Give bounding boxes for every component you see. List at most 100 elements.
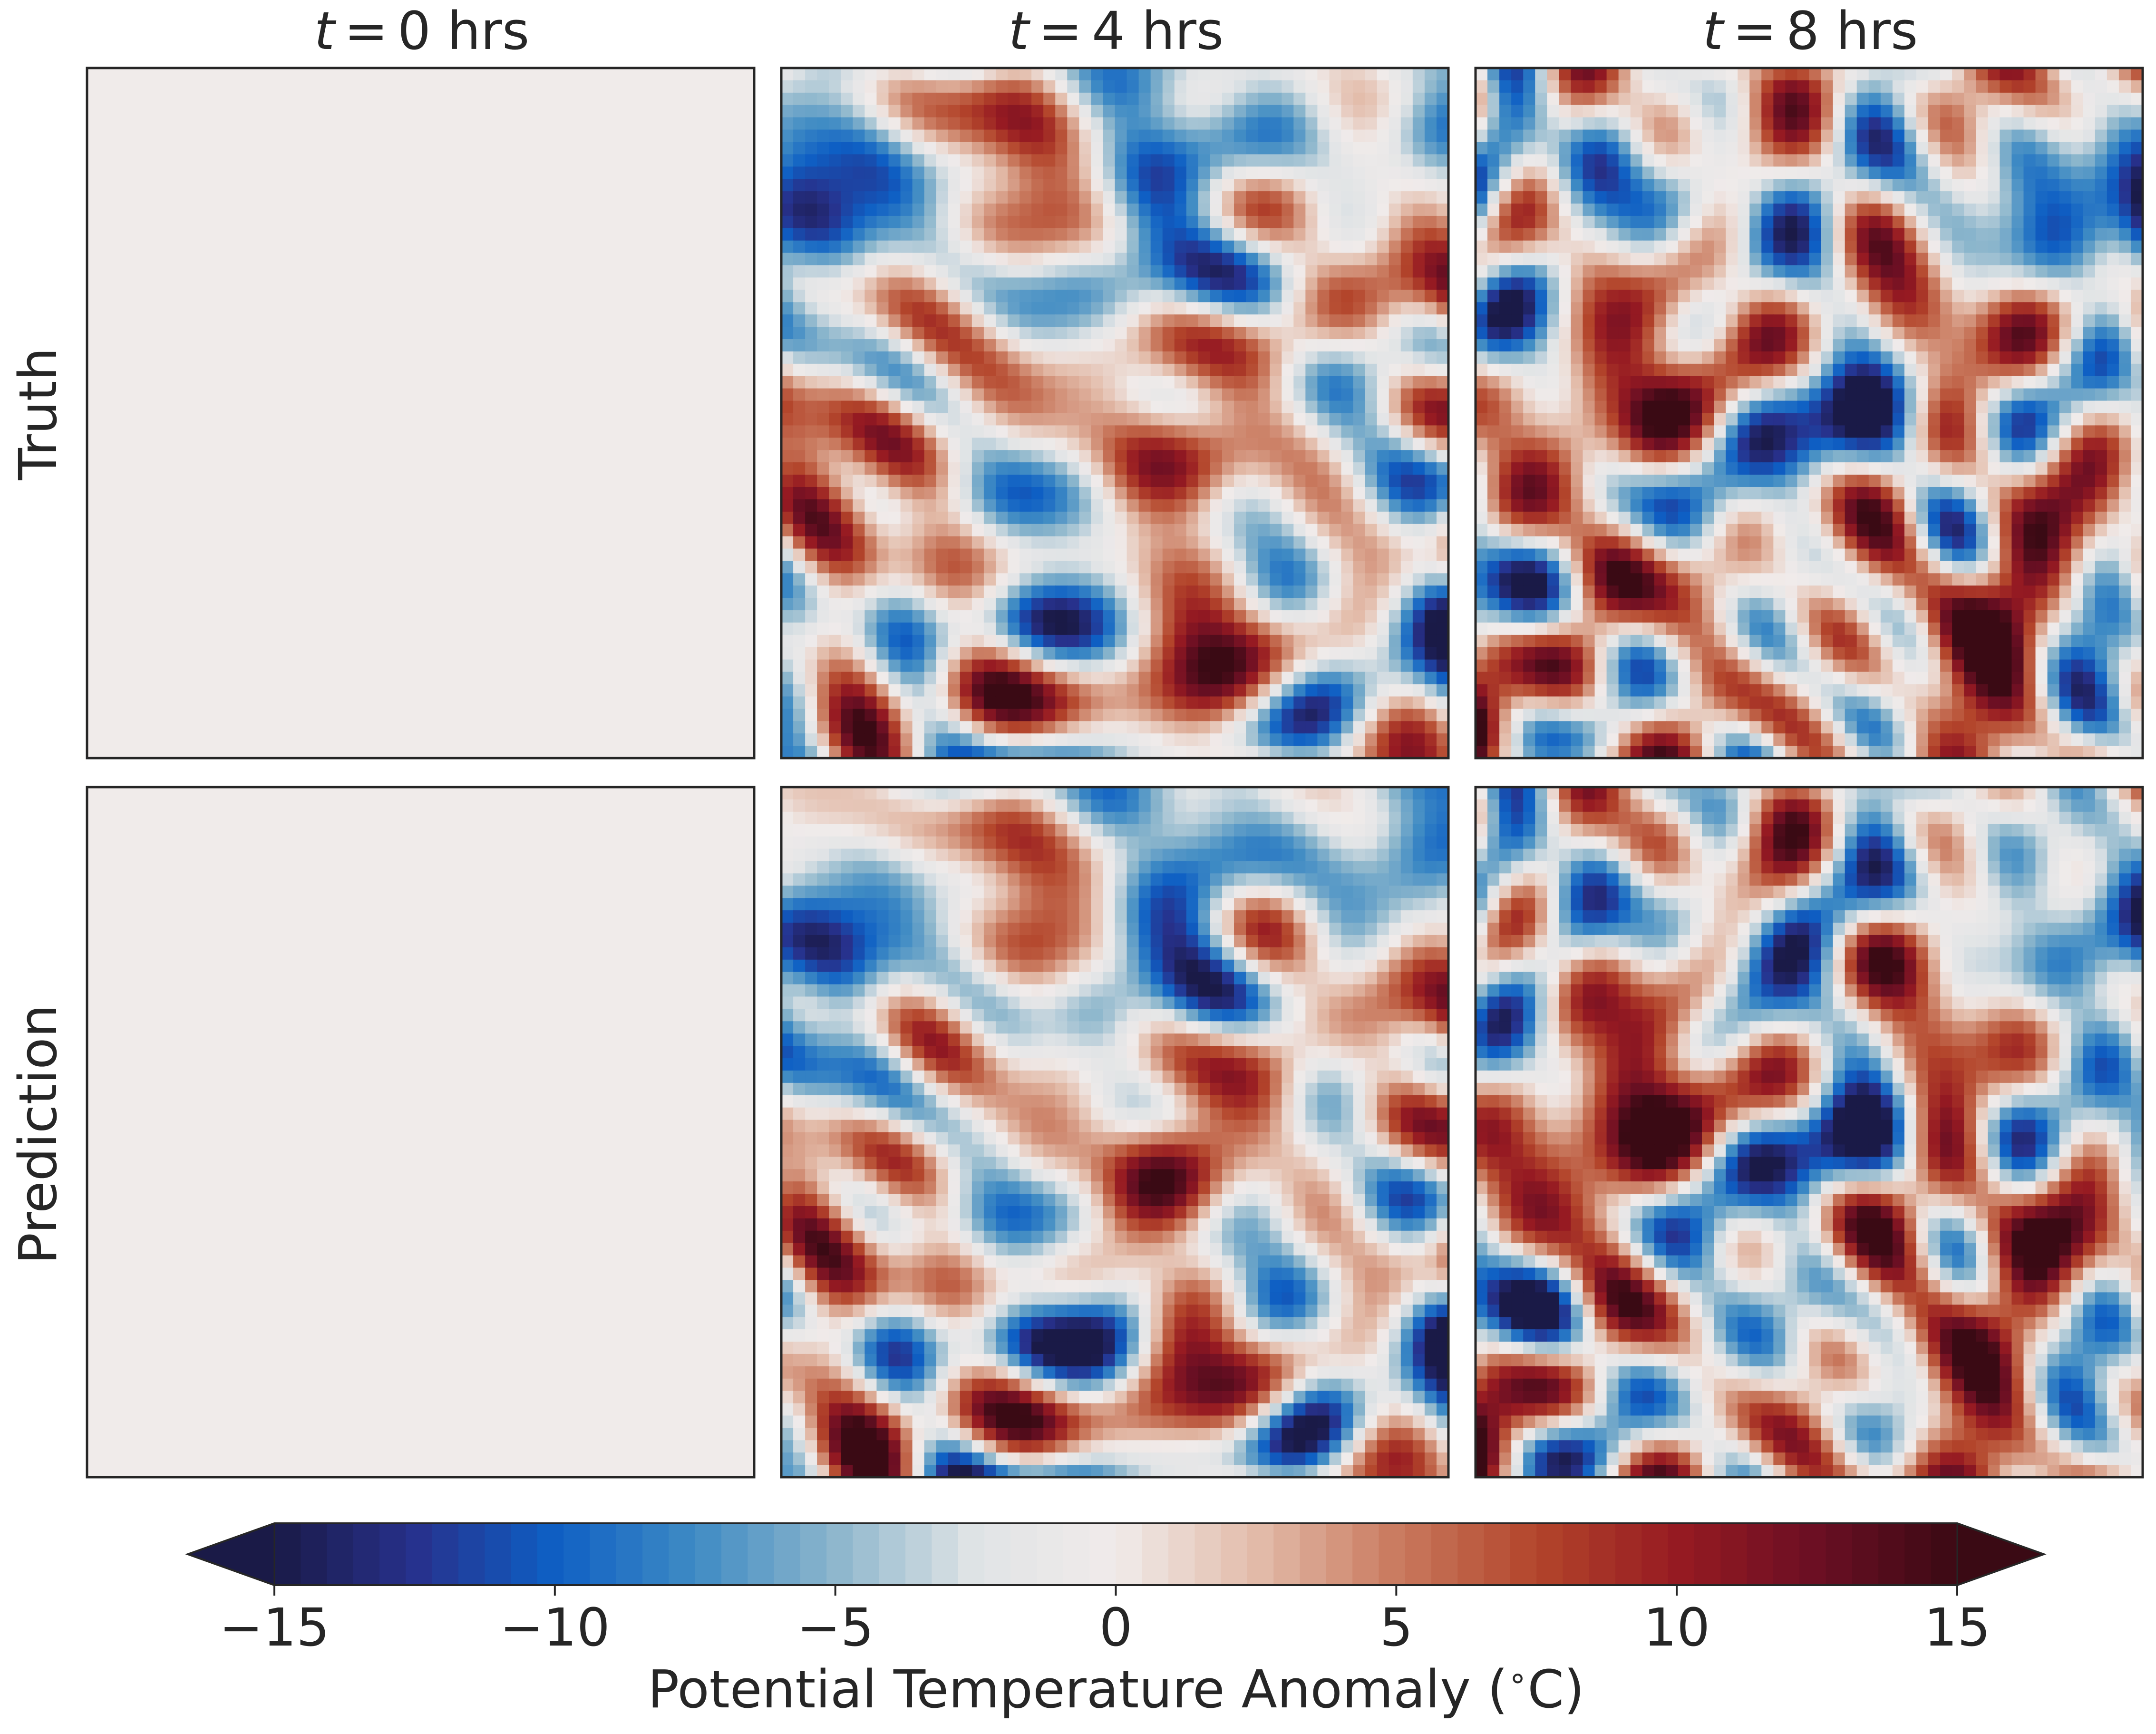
- heatmap-cell: [1150, 499, 1163, 512]
- heatmap-cell: [1055, 610, 1068, 623]
- heatmap-cell: [1809, 327, 1822, 340]
- heatmap-cell: [2083, 363, 2096, 377]
- heatmap-cell: [948, 351, 961, 364]
- heatmap-cell: [1892, 191, 1905, 204]
- heatmap-cell: [1186, 438, 1199, 451]
- heatmap-cell: [793, 475, 806, 487]
- heatmap-cell: [1880, 339, 1893, 352]
- heatmap-cell: [1043, 746, 1056, 759]
- heatmap-cell: [1952, 228, 1964, 241]
- heatmap-cell: [1282, 105, 1294, 118]
- heatmap-cell: [1103, 228, 1116, 241]
- heatmap-cell: [2047, 277, 2060, 291]
- heatmap-cell: [1809, 438, 1822, 451]
- heatmap-cell: [1880, 376, 1893, 389]
- heatmap-cell: [1020, 684, 1032, 697]
- heatmap-cell: [1400, 290, 1413, 303]
- heatmap-cell: [1785, 462, 1798, 475]
- heatmap-cell: [2047, 166, 2060, 179]
- heatmap-cell: [1103, 487, 1116, 500]
- heatmap-cell: [1234, 290, 1246, 303]
- heatmap-cell: [781, 475, 794, 487]
- heatmap-cell: [1127, 746, 1139, 759]
- heatmap-cell: [1008, 413, 1020, 426]
- heatmap-cell: [1174, 425, 1187, 438]
- heatmap-cell: [1115, 154, 1127, 167]
- heatmap-cell: [1282, 450, 1294, 463]
- heatmap-cell: [1690, 388, 1702, 401]
- heatmap-cell: [924, 277, 937, 291]
- heatmap-cell: [1067, 610, 1080, 623]
- heatmap-cell: [1067, 511, 1080, 525]
- heatmap-cell: [1583, 351, 1595, 364]
- heatmap-cell: [864, 487, 877, 500]
- heatmap-cell: [1103, 746, 1116, 759]
- heatmap-cell: [1904, 413, 1917, 426]
- heatmap-cell: [2118, 68, 2131, 81]
- heatmap-cell: [1103, 672, 1116, 685]
- heatmap-cell: [1424, 413, 1437, 426]
- heatmap-cell: [2059, 302, 2072, 315]
- heatmap-cell: [948, 142, 961, 155]
- heatmap-cell: [995, 709, 1008, 722]
- heatmap-cell: [1258, 746, 1270, 759]
- heatmap-cell: [1499, 438, 1512, 451]
- heatmap-cell: [2130, 179, 2143, 192]
- heatmap-cell: [853, 327, 865, 340]
- heatmap-cell: [1127, 659, 1139, 672]
- heatmap-cell: [1499, 129, 1512, 143]
- heatmap-cell: [1976, 92, 1989, 106]
- heatmap-cell: [1162, 68, 1175, 81]
- heatmap-cell: [1103, 400, 1116, 414]
- heatmap-cell: [853, 598, 865, 611]
- heatmap-cell: [1678, 265, 1690, 278]
- heatmap-cell: [841, 228, 854, 241]
- heatmap-cell: [1678, 240, 1690, 253]
- heatmap-cell: [1892, 228, 1905, 241]
- heatmap-cell: [912, 746, 925, 759]
- heatmap-cell: [1389, 215, 1401, 229]
- heatmap-cell: [1174, 438, 1187, 451]
- heatmap-cell: [841, 684, 854, 697]
- heatmap-cell: [1317, 475, 1330, 487]
- heatmap-cell: [1928, 204, 1941, 216]
- heatmap-cell: [793, 228, 806, 241]
- heatmap-cell: [1412, 142, 1425, 155]
- heatmap-cell: [1282, 142, 1294, 155]
- heatmap-cell: [1761, 302, 1774, 315]
- heatmap-cell: [1714, 265, 1726, 278]
- heatmap-cell: [1726, 154, 1738, 167]
- heatmap-cell: [1305, 253, 1318, 266]
- heatmap-cell: [1353, 672, 1366, 685]
- heatmap-cell: [888, 462, 901, 475]
- heatmap-cell: [1892, 339, 1905, 352]
- heatmap-cell: [829, 524, 842, 537]
- heatmap-cell: [1353, 388, 1366, 401]
- heatmap-cell: [1988, 462, 2001, 475]
- heatmap-cell: [924, 400, 937, 414]
- heatmap-cell: [1222, 721, 1234, 734]
- heatmap-cell: [1476, 400, 1488, 414]
- heatmap-cell: [936, 659, 949, 672]
- heatmap-cell: [1487, 253, 1500, 266]
- heatmap-cell: [1594, 105, 1607, 118]
- heatmap-cell: [1535, 462, 1548, 475]
- heatmap-cell: [1282, 376, 1294, 389]
- heatmap-cell: [1511, 68, 1524, 81]
- heatmap-cell: [912, 80, 925, 93]
- heatmap-cell: [1424, 302, 1437, 315]
- heatmap-cell: [2023, 166, 2036, 179]
- heatmap-cell: [793, 92, 806, 106]
- heatmap-cell: [1127, 733, 1139, 746]
- heatmap-cell: [1186, 117, 1199, 130]
- heatmap-cell: [1305, 117, 1318, 130]
- heatmap-cell: [864, 462, 877, 475]
- heatmap-cell: [1103, 105, 1116, 118]
- heatmap-cell: [995, 215, 1008, 229]
- heatmap-cell: [1726, 425, 1738, 438]
- heatmap-cell: [829, 339, 842, 352]
- heatmap-cell: [1412, 499, 1425, 512]
- heatmap-cell: [2130, 191, 2143, 204]
- heatmap-cell: [900, 438, 913, 451]
- heatmap-cell: [1666, 166, 1679, 179]
